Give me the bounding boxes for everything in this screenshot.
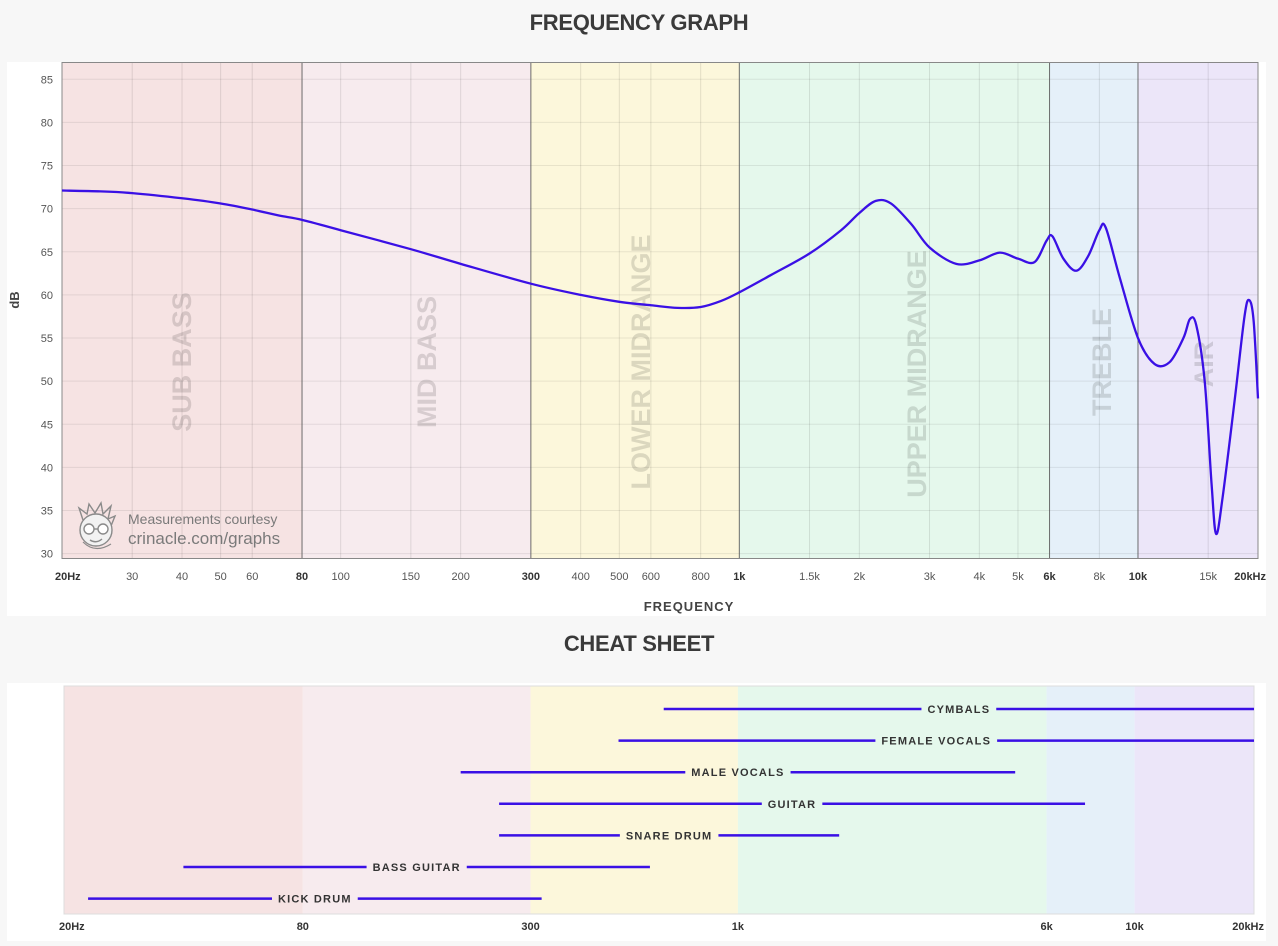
- x-tick-200: 200: [451, 571, 469, 583]
- x-tick-600: 600: [642, 571, 660, 583]
- frequency-graph-title: FREQUENCY GRAPH: [529, 10, 749, 35]
- y-axis-label: dB: [7, 291, 22, 308]
- cheat-sheet-title: CHEAT SHEET: [563, 631, 715, 656]
- frequency-graph-chart: SUB BASS MID BASS LOWER MIDRANGE UPPER MIDR…: [7, 62, 1267, 614]
- x-tick-4k: 4k: [974, 571, 986, 583]
- x-axis-tick-labels: 20Hz 30 40 50 60 80 100 150 200 300 400 500 600 800 1k…: [55, 571, 1267, 583]
- region-label-mid-bass: MID BASS: [412, 296, 442, 428]
- range-label-male-vocals: MALE VOCALS: [691, 767, 784, 779]
- cheat-sheet-regions: [63, 685, 1255, 915]
- crinacle-mascot-icon: [77, 501, 117, 550]
- x-tick-500: 500: [610, 571, 628, 583]
- x-tick-50: 50: [215, 571, 227, 583]
- y-tick-30: 30: [41, 549, 53, 561]
- cs-region-mid-bass: [302, 686, 531, 914]
- credit-line-1: Measurements courtesy: [128, 511, 277, 527]
- range-label-cymbals: CYMBALS: [927, 704, 990, 716]
- cheat-sheet-x-tick-labels: 20Hz 80 300 1k 6k 10k 20kHz: [59, 921, 1265, 933]
- y-tick-75: 75: [41, 161, 53, 173]
- x-tick-800: 800: [692, 571, 710, 583]
- cs-region-upper-midrange: [737, 686, 1047, 914]
- range-male-vocals: MALE VOCALS: [460, 767, 1016, 779]
- y-tick-80: 80: [41, 117, 53, 129]
- x-tick-80: 80: [296, 571, 308, 583]
- x-tick-60: 60: [246, 571, 258, 583]
- cs-region-sub-bass: [64, 686, 303, 914]
- range-label-snare-drum: SNARE DRUM: [626, 830, 713, 842]
- x-tick-100: 100: [331, 571, 349, 583]
- cs-region-air: [1134, 686, 1254, 914]
- y-tick-45: 45: [41, 419, 53, 431]
- x-tick-400: 400: [571, 571, 589, 583]
- x-tick-1k: 1k: [733, 571, 746, 583]
- y-tick-65: 65: [41, 247, 53, 259]
- cs-plot-border: [63, 685, 1255, 915]
- frequency-graph-panel: SUB BASS MID BASS LOWER MIDRANGE UPPER MIDR…: [7, 62, 1267, 616]
- x-tick-300: 300: [522, 571, 540, 583]
- plot-border: [61, 62, 1259, 559]
- x-tick-30: 30: [126, 571, 138, 583]
- x-tick-8k: 8k: [1094, 571, 1106, 583]
- y-tick-85: 85: [41, 74, 53, 86]
- cheat-sheet-panel: CYMBALS FEMALE VOCALS MALE VOCALS GUITAR SNA…: [7, 683, 1266, 941]
- region-upper-midrange: [739, 62, 1050, 558]
- range-bass-guitar: BASS GUITAR: [183, 862, 650, 874]
- cs-x-tick-80: 80: [297, 921, 309, 933]
- region-label-upper-midrange: UPPER MIDRANGE: [902, 250, 932, 498]
- cs-x-tick-10k: 10k: [1125, 921, 1144, 933]
- range-kick-drum: KICK DRUM: [88, 894, 542, 906]
- series-line-0: [61, 189, 1260, 536]
- x-tick-150: 150: [402, 571, 420, 583]
- cs-x-tick-300: 300: [521, 921, 539, 933]
- cs-region-lower-midrange: [530, 686, 738, 914]
- range-label-guitar: GUITAR: [768, 799, 817, 811]
- range-guitar: GUITAR: [499, 799, 1086, 811]
- credit-line-2: crinacle.com/graphs: [128, 529, 280, 548]
- range-female-vocals: FEMALE VOCALS: [618, 736, 1254, 748]
- y-tick-35: 35: [41, 506, 53, 518]
- frequency-response-curve: [61, 189, 1260, 536]
- x-axis-label: FREQUENCY: [644, 599, 735, 614]
- y-tick-55: 55: [41, 333, 53, 345]
- y-tick-70: 70: [41, 204, 53, 216]
- cs-x-tick-1k: 1k: [732, 921, 745, 933]
- x-tick-20khz: 20kHz: [1234, 571, 1266, 583]
- x-tick-5k: 5k: [1012, 571, 1024, 583]
- cs-x-tick-6k: 6k: [1040, 921, 1053, 933]
- region-mid-bass: [302, 62, 531, 558]
- y-tick-60: 60: [41, 290, 53, 302]
- x-tick-40: 40: [176, 571, 188, 583]
- region-lower-midrange: [530, 62, 740, 558]
- x-tick-20hz: 20Hz: [55, 571, 81, 583]
- region-label-sub-bass: SUB BASS: [167, 292, 197, 432]
- range-label-female-vocals: FEMALE VOCALS: [881, 736, 991, 748]
- x-tick-10k: 10k: [1129, 571, 1148, 583]
- frequency-grid: [61, 62, 1259, 559]
- y-axis-tick-labels: 30 35 40 45 50 55 60 65 70 75 80 85: [41, 74, 53, 560]
- region-label-treble: TREBLE: [1087, 308, 1117, 416]
- cs-x-tick-20hz: 20Hz: [59, 921, 85, 933]
- x-tick-2k: 2k: [854, 571, 866, 583]
- frequency-regions: [62, 62, 1258, 558]
- measurement-credit: Measurements courtesy crinacle.com/graph…: [77, 501, 280, 550]
- x-tick-6k: 6k: [1043, 571, 1056, 583]
- region-label-lower-midrange: LOWER MIDRANGE: [626, 235, 656, 490]
- x-tick-15k: 15k: [1199, 571, 1217, 583]
- x-tick-3k: 3k: [924, 571, 936, 583]
- region-treble: [1049, 62, 1138, 558]
- range-label-bass-guitar: BASS GUITAR: [373, 862, 461, 874]
- cs-region-treble: [1046, 686, 1135, 914]
- x-tick-1-5k: 1.5k: [799, 571, 820, 583]
- instrument-ranges: CYMBALS FEMALE VOCALS MALE VOCALS GUITAR SNA…: [88, 704, 1254, 906]
- cheat-sheet-chart: CYMBALS FEMALE VOCALS MALE VOCALS GUITAR SNA…: [59, 685, 1265, 933]
- region-sub-bass: [62, 62, 303, 558]
- y-tick-50: 50: [41, 376, 53, 388]
- range-snare-drum: SNARE DRUM: [499, 830, 840, 842]
- y-tick-40: 40: [41, 462, 53, 474]
- range-label-kick-drum: KICK DRUM: [278, 894, 352, 906]
- range-cymbals: CYMBALS: [663, 704, 1254, 716]
- frequency-region-labels: SUB BASS MID BASS LOWER MIDRANGE UPPER MIDR…: [167, 235, 1219, 498]
- region-air: [1137, 62, 1258, 558]
- cs-x-tick-20khz: 20kHz: [1232, 921, 1264, 933]
